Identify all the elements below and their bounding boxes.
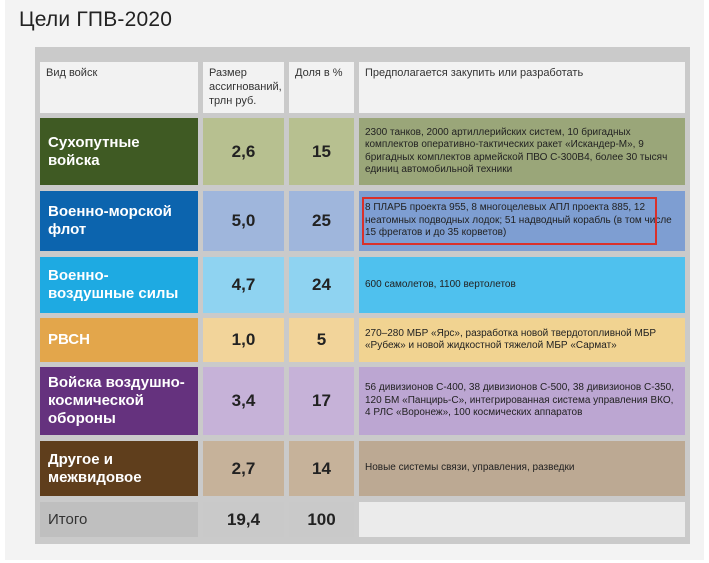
row-amount: 2,7 [203, 441, 284, 496]
row-type-navy: Военно-морской флот [40, 191, 198, 251]
total-share: 100 [289, 502, 354, 537]
row-share: 24 [289, 257, 354, 313]
page-title: Цели ГПВ-2020 [19, 8, 173, 31]
row-share: 14 [289, 441, 354, 496]
navy-plan-highlight-box [362, 197, 657, 245]
row-type-aerospace-defense: Войска воздушно-космической обороны [40, 367, 198, 435]
row-share: 17 [289, 367, 354, 435]
row-type-other: Другое и межвидовое [40, 441, 198, 496]
row-amount: 5,0 [203, 191, 284, 251]
row-plan: 270–280 МБР «Ярс», разработка новой твер… [359, 318, 685, 362]
row-plan: 56 дивизионов С-400, 38 дивизионов С-500… [359, 367, 685, 435]
row-share: 15 [289, 118, 354, 185]
header-amount: Размер ассигнований, трлн руб. [203, 62, 284, 113]
header-plan: Предполагается закупить или разработать [359, 62, 685, 113]
row-type-air-force: Военно-воздушные силы [40, 257, 198, 313]
header-type: Вид войск [40, 62, 198, 113]
table-panel: Вид войск Размер ассигнований, трлн руб.… [35, 47, 690, 544]
row-amount: 4,7 [203, 257, 284, 313]
row-share: 5 [289, 318, 354, 362]
row-share: 25 [289, 191, 354, 251]
row-plan: Новые системы связи, управления, разведк… [359, 441, 685, 496]
row-amount: 2,6 [203, 118, 284, 185]
row-type-rvsn: РВСН [40, 318, 198, 362]
page: Цели ГПВ-2020 Вид войск Размер ассигнова… [5, 0, 704, 560]
row-plan: 8 ПЛАРБ проекта 955, 8 многоцелевых АПЛ … [359, 191, 685, 251]
row-plan: 2300 танков, 2000 артиллерийских систем,… [359, 118, 685, 185]
header-share: Доля в % [289, 62, 354, 113]
row-amount: 3,4 [203, 367, 284, 435]
row-plan: 600 самолетов, 1100 вертолетов [359, 257, 685, 313]
total-label: Итого [40, 502, 198, 537]
row-type-ground-forces: Сухопутные войска [40, 118, 198, 185]
row-amount: 1,0 [203, 318, 284, 362]
total-amount: 19,4 [203, 502, 284, 537]
total-plan-empty [359, 502, 685, 537]
